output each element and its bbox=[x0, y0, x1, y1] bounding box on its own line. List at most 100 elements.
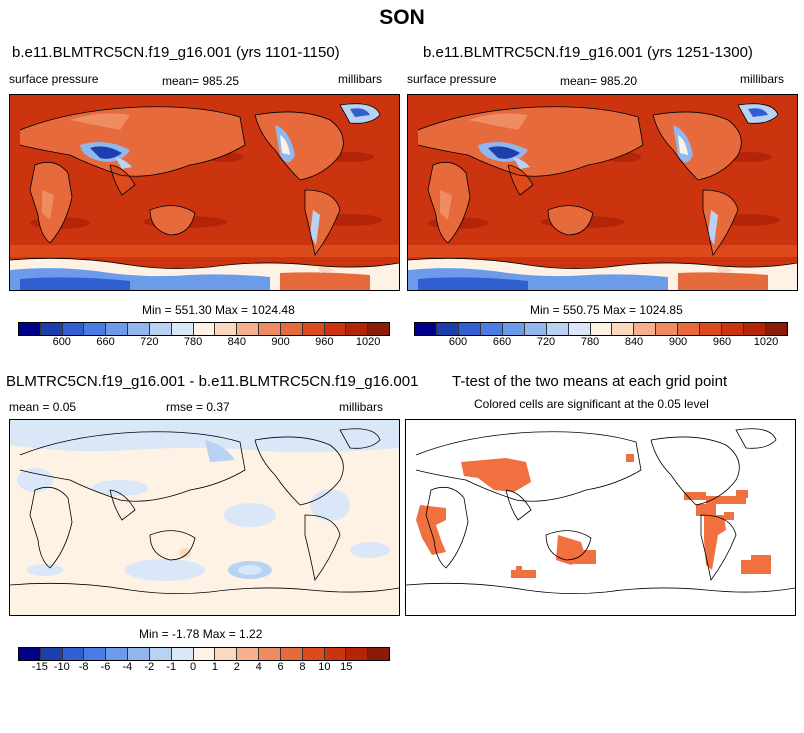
colorbar-tick-label: 1020 bbox=[355, 336, 381, 348]
colorbar-swatch bbox=[324, 648, 347, 660]
colorbar-tick-label: 6 bbox=[277, 661, 284, 673]
colorbar-swatch bbox=[215, 648, 238, 660]
colorbar-tick-label: 4 bbox=[255, 661, 262, 673]
colorbar-swatch bbox=[612, 323, 635, 335]
panel2-colorbar-labels: 600 660 720 780 840 900 960 1020 bbox=[414, 336, 786, 352]
colorbar-swatch bbox=[415, 323, 437, 335]
panel1-mean: mean= 985.25 bbox=[162, 74, 240, 88]
colorbar-tick-label: 2 bbox=[233, 661, 240, 673]
panel2-minmax: Min = 550.75 Max = 1024.85 bbox=[530, 303, 683, 317]
colorbar-swatch bbox=[368, 648, 390, 660]
colorbar-tick-label: -10 bbox=[53, 661, 70, 673]
panel3-rmse: rmse = 0.37 bbox=[166, 400, 230, 414]
colorbar-swatch bbox=[524, 323, 547, 335]
panel1-colorbar bbox=[18, 322, 390, 336]
colorbar-swatch bbox=[193, 648, 216, 660]
colorbar-swatch bbox=[171, 648, 194, 660]
colorbar-tick-label: 960 bbox=[315, 336, 334, 348]
season-title: SON bbox=[379, 6, 425, 29]
colorbar-swatch bbox=[744, 323, 766, 335]
panel2-map bbox=[407, 94, 798, 291]
colorbar-tick-label: 780 bbox=[183, 336, 203, 348]
panel3-colorbar bbox=[18, 647, 390, 661]
colorbar-tick-label: 10 bbox=[318, 661, 331, 673]
colorbar-tick-label: -4 bbox=[122, 661, 133, 673]
colorbar-swatch bbox=[149, 648, 172, 660]
panel3-map bbox=[9, 419, 400, 616]
colorbar-swatch bbox=[62, 323, 85, 335]
colorbar-swatch bbox=[346, 648, 369, 660]
colorbar-swatch bbox=[568, 323, 591, 335]
colorbar-swatch bbox=[546, 323, 569, 335]
colorbar-tick-label: 1 bbox=[211, 661, 218, 673]
colorbar-swatch bbox=[215, 323, 238, 335]
colorbar-swatch bbox=[62, 648, 85, 660]
colorbar-swatch bbox=[40, 648, 63, 660]
panel1-colorbar-labels: 600 660 720 780 840 900 960 1020 bbox=[18, 336, 388, 352]
colorbar-tick-label: 660 bbox=[96, 336, 115, 348]
colorbar-swatch bbox=[84, 323, 107, 335]
colorbar-tick-label: 960 bbox=[712, 336, 732, 348]
colorbar-swatch bbox=[106, 323, 129, 335]
panel3-colorbar-labels: -15 -10 -8 -6 -4 -2 -1 0 1 2 4 6 8 10 15 bbox=[18, 661, 388, 677]
colorbar-swatch bbox=[171, 323, 194, 335]
colorbar-tick-label: 720 bbox=[536, 336, 556, 348]
colorbar-tick-label: -2 bbox=[144, 661, 155, 673]
colorbar-swatch bbox=[590, 323, 613, 335]
panel1-units: millibars bbox=[338, 72, 383, 86]
colorbar-tick-label: 600 bbox=[52, 336, 71, 348]
colorbar-swatch bbox=[40, 323, 63, 335]
panel2-variable: surface pressure bbox=[407, 72, 497, 86]
panel1-title: b.e11.BLMTRC5CN.f19_g16.001 (yrs 1101-11… bbox=[12, 44, 340, 61]
colorbar-swatch bbox=[280, 648, 303, 660]
panel1-minmax: Min = 551.30 Max = 1024.48 bbox=[142, 303, 295, 317]
colorbar-tick-label: 660 bbox=[492, 336, 512, 348]
colorbar-swatch bbox=[128, 323, 150, 335]
colorbar-tick-label: -1 bbox=[166, 661, 177, 673]
colorbar-swatch bbox=[766, 323, 787, 335]
panel1-variable: surface pressure bbox=[9, 72, 99, 86]
colorbar-swatch bbox=[634, 323, 657, 335]
colorbar-tick-label: 780 bbox=[580, 336, 600, 348]
colorbar-swatch bbox=[480, 323, 503, 335]
colorbar-tick-label: 840 bbox=[227, 336, 246, 348]
colorbar-swatch bbox=[237, 323, 260, 335]
panel4-title: T-test of the two means at each grid poi… bbox=[452, 373, 728, 390]
colorbar-swatch bbox=[302, 323, 325, 335]
panel3-mean: mean = 0.05 bbox=[9, 400, 77, 414]
colorbar-swatch bbox=[193, 323, 216, 335]
colorbar-swatch bbox=[259, 323, 281, 335]
colorbar-swatch bbox=[149, 323, 172, 335]
panel2-mean: mean= 985.20 bbox=[560, 74, 638, 88]
colorbar-swatch bbox=[259, 648, 281, 660]
colorbar-swatch bbox=[128, 648, 150, 660]
colorbar-swatch bbox=[502, 323, 525, 335]
panel3-title: BLMTRC5CN.f19_g16.001 - b.e11.BLMTRC5CN.… bbox=[6, 373, 419, 390]
colorbar-tick-label: 720 bbox=[140, 336, 159, 348]
colorbar-swatch bbox=[324, 323, 347, 335]
colorbar-tick-label: 0 bbox=[189, 661, 197, 673]
colorbar-tick-label: -15 bbox=[31, 661, 48, 673]
colorbar-swatch bbox=[106, 648, 129, 660]
panel4-map bbox=[405, 419, 796, 616]
colorbar-tick-label: 600 bbox=[448, 336, 468, 348]
panel1-map bbox=[9, 94, 400, 291]
colorbar-swatch bbox=[656, 323, 679, 335]
colorbar-tick-label: 900 bbox=[668, 336, 688, 348]
panel4-subtitle: Colored cells are significant at the 0.0… bbox=[474, 397, 709, 411]
colorbar-tick-label: 900 bbox=[271, 336, 290, 348]
colorbar-swatch bbox=[368, 323, 390, 335]
colorbar-tick-label: 8 bbox=[299, 661, 306, 673]
colorbar-swatch bbox=[700, 323, 723, 335]
colorbar-swatch bbox=[436, 323, 459, 335]
panel3-units: millibars bbox=[339, 400, 384, 414]
colorbar-tick-label: 15 bbox=[340, 661, 353, 673]
colorbar-swatch bbox=[458, 323, 481, 335]
colorbar-tick-label: -6 bbox=[100, 661, 111, 673]
panel2-title: b.e11.BLMTRC5CN.f19_g16.001 (yrs 1251-13… bbox=[423, 44, 753, 61]
colorbar-swatch bbox=[346, 323, 369, 335]
colorbar-tick-label: 1020 bbox=[753, 336, 779, 348]
colorbar-swatch bbox=[722, 323, 745, 335]
colorbar-swatch bbox=[84, 648, 107, 660]
colorbar-tick-label: 840 bbox=[624, 336, 644, 348]
